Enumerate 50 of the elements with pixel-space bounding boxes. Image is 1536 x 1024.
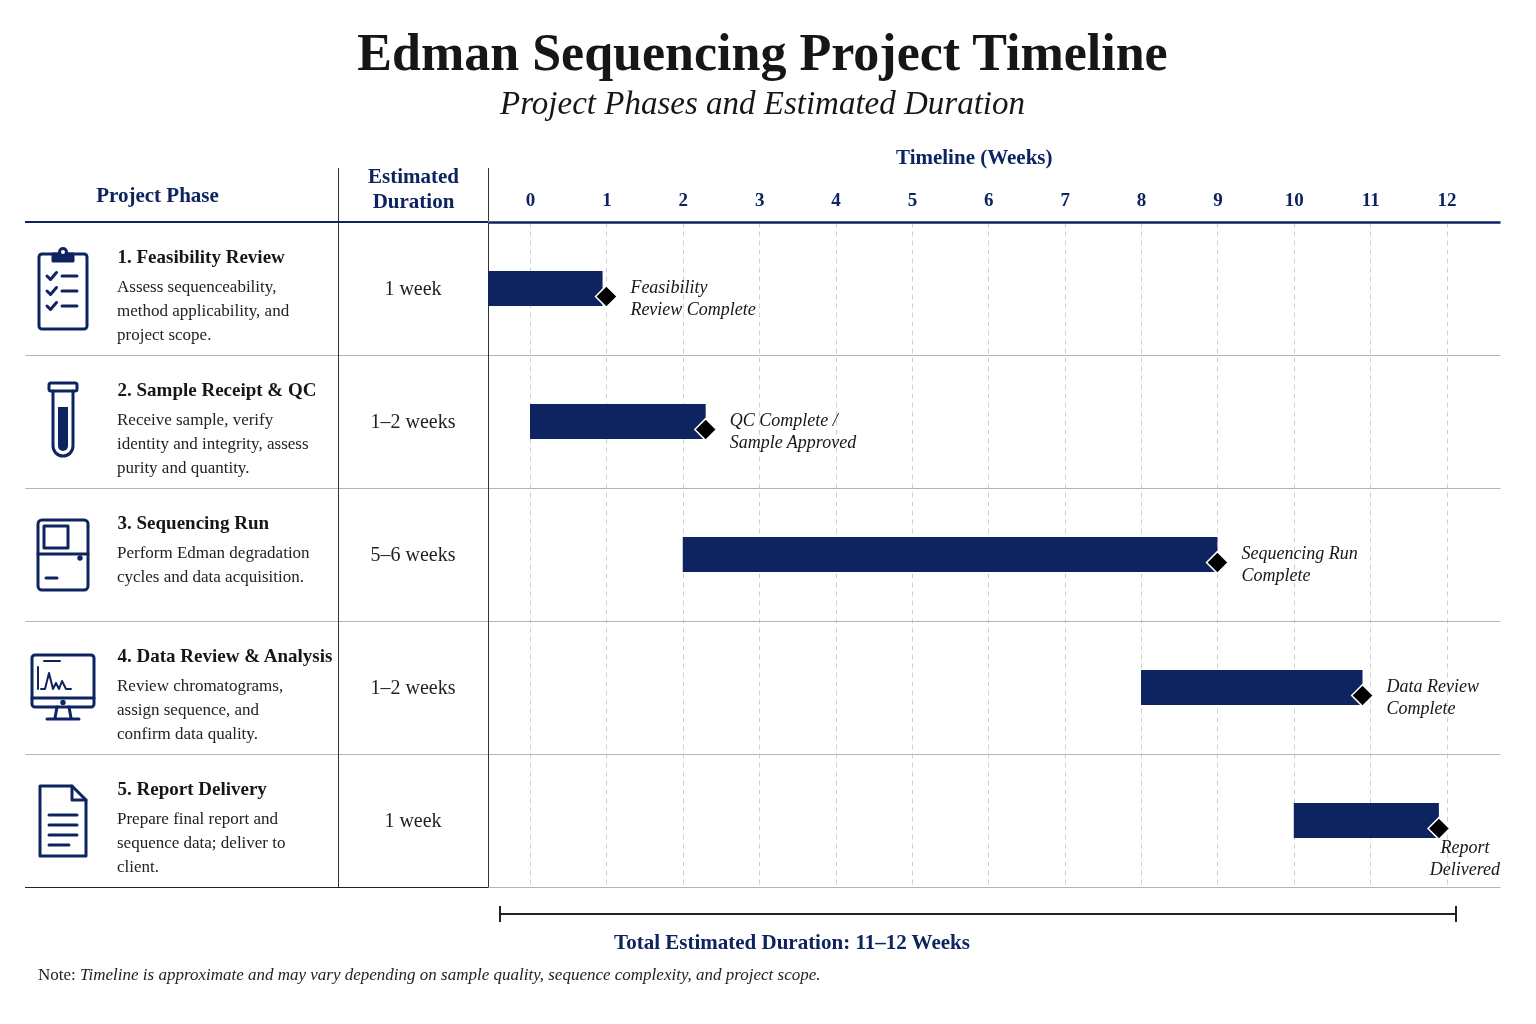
text: Assess sequenceability, method applicability, and project scope. [117, 276, 290, 344]
point [694, 417, 718, 442]
x-tick-label: 12 [1437, 188, 1457, 210]
x-tick-label: 7 [1060, 188, 1071, 210]
annotation: Data Review Complete [1385, 675, 1480, 718]
y2-tick-label: 1–2 weeks [370, 409, 456, 432]
bar [682, 537, 1218, 572]
x-tick-label: 6 [984, 188, 994, 210]
text: Total Estimated Duration: 11–12 Weeks [613, 930, 971, 955]
y-tick-label: 3. Sequencing Run [117, 512, 270, 533]
x-tick-label: 2 [678, 188, 689, 210]
annotation: Feasibility Review Complete [629, 276, 756, 319]
y2-tick-label: 1–2 weeks [370, 675, 456, 698]
y-tick-label: 1. Feasibility Review [117, 246, 286, 267]
x-tick-label: 9 [1213, 188, 1223, 210]
bar [1141, 670, 1363, 705]
point [1427, 816, 1451, 841]
point [1205, 550, 1229, 575]
annotation: Report Delivered [1428, 836, 1502, 879]
text: Review chromatograms, assign sequence, and confirm data quality. [117, 675, 284, 743]
bar [1293, 803, 1439, 838]
y-tick-label: 5. Report Delivery [117, 778, 268, 799]
y-axis-title: Project Phase [96, 182, 219, 207]
annotation: QC Complete / Sample Approved [729, 409, 858, 452]
text: Receive sample, verify identity and integrity, assess purity and quantity. [117, 409, 309, 477]
chart-title: Edman Sequencing Project Timeline [357, 24, 1168, 81]
point [594, 284, 618, 309]
x-tick-label: 8 [1136, 188, 1147, 210]
text: Perform Edman degradation cycles and data acquisition. [117, 542, 311, 586]
bar [530, 404, 706, 439]
point [1350, 683, 1375, 708]
text: Prepare final report and sequence data; deliver to client. [117, 808, 286, 876]
annotation: Sequencing Run Complete [1241, 542, 1358, 585]
y2-axis-title: Estimated Duration [368, 163, 460, 213]
text: Note: Timeline is approximate and may vary depending on sample quality, sequence complexity, and project scope. [38, 965, 821, 984]
y2-tick-label: 5–6 weeks [370, 542, 456, 565]
y2-tick-label: 1 week [384, 276, 442, 299]
x-tick-label: 5 [907, 188, 918, 210]
x-tick-label: 11 [1361, 188, 1380, 210]
y2-tick-label: 1 week [384, 808, 442, 831]
y-tick-label: 4. Data Review & Analysis [117, 645, 333, 666]
x-tick-label: 0 [525, 188, 536, 210]
x-tick-label: 3 [754, 188, 765, 210]
x-tick-label: 4 [831, 188, 842, 210]
bar [488, 271, 603, 306]
y-tick-label: 2. Sample Receipt & QC [117, 379, 317, 400]
chart-subtitle: Project Phases and Estimated Duration [499, 85, 1025, 121]
x-tick-label: 10 [1284, 188, 1304, 210]
x-axis-title: Timeline (Weeks) [896, 144, 1053, 169]
x-tick-label: 1 [602, 188, 612, 210]
